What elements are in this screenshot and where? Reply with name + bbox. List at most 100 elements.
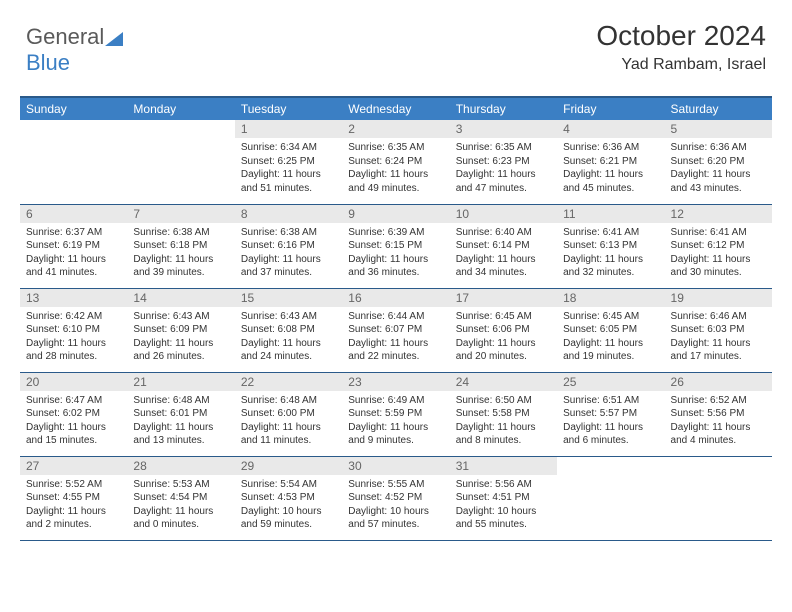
sunset-text: Sunset: 6:02 PM (26, 407, 121, 421)
day-body: Sunrise: 6:50 AMSunset: 5:58 PMDaylight:… (450, 391, 557, 451)
calendar-cell: 7Sunrise: 6:38 AMSunset: 6:18 PMDaylight… (127, 204, 234, 288)
daylight-text-2: and 6 minutes. (563, 434, 658, 448)
calendar-week-row: 1Sunrise: 6:34 AMSunset: 6:25 PMDaylight… (20, 120, 772, 204)
sunrise-text: Sunrise: 6:45 AM (456, 310, 551, 324)
daylight-text-2: and 9 minutes. (348, 434, 443, 448)
day-number: 18 (557, 289, 664, 307)
calendar-cell: 26Sunrise: 6:52 AMSunset: 5:56 PMDayligh… (665, 372, 772, 456)
sunset-text: Sunset: 6:12 PM (671, 239, 766, 253)
calendar-week-row: 6Sunrise: 6:37 AMSunset: 6:19 PMDaylight… (20, 204, 772, 288)
sunset-text: Sunset: 6:25 PM (241, 155, 336, 169)
daylight-text-1: Daylight: 11 hours (456, 253, 551, 267)
col-saturday: Saturday (665, 97, 772, 120)
calendar-cell: 28Sunrise: 5:53 AMSunset: 4:54 PMDayligh… (127, 456, 234, 540)
sunset-text: Sunset: 6:24 PM (348, 155, 443, 169)
day-body: Sunrise: 6:34 AMSunset: 6:25 PMDaylight:… (235, 138, 342, 198)
daylight-text-1: Daylight: 11 hours (133, 421, 228, 435)
day-number: 6 (20, 205, 127, 223)
daylight-text-2: and 55 minutes. (456, 518, 551, 532)
sunrise-text: Sunrise: 6:46 AM (671, 310, 766, 324)
brand-logo: General Blue (26, 24, 123, 76)
sunrise-text: Sunrise: 6:44 AM (348, 310, 443, 324)
daylight-text-2: and 43 minutes. (671, 182, 766, 196)
sunset-text: Sunset: 6:20 PM (671, 155, 766, 169)
daylight-text-2: and 59 minutes. (241, 518, 336, 532)
sunrise-text: Sunrise: 6:48 AM (133, 394, 228, 408)
daylight-text-2: and 36 minutes. (348, 266, 443, 280)
daylight-text-2: and 45 minutes. (563, 182, 658, 196)
daylight-text-2: and 2 minutes. (26, 518, 121, 532)
day-body: Sunrise: 6:36 AMSunset: 6:21 PMDaylight:… (557, 138, 664, 198)
day-number: 8 (235, 205, 342, 223)
sunrise-text: Sunrise: 6:36 AM (671, 141, 766, 155)
daylight-text-2: and 39 minutes. (133, 266, 228, 280)
sunset-text: Sunset: 6:16 PM (241, 239, 336, 253)
daylight-text-2: and 37 minutes. (241, 266, 336, 280)
sunrise-text: Sunrise: 6:49 AM (348, 394, 443, 408)
sunset-text: Sunset: 6:03 PM (671, 323, 766, 337)
day-number: 14 (127, 289, 234, 307)
day-number: 29 (235, 457, 342, 475)
day-body: Sunrise: 6:38 AMSunset: 6:16 PMDaylight:… (235, 223, 342, 283)
sunset-text: Sunset: 6:18 PM (133, 239, 228, 253)
col-tuesday: Tuesday (235, 97, 342, 120)
day-number: 28 (127, 457, 234, 475)
daylight-text-1: Daylight: 10 hours (241, 505, 336, 519)
daylight-text-1: Daylight: 11 hours (563, 253, 658, 267)
day-body: Sunrise: 6:41 AMSunset: 6:13 PMDaylight:… (557, 223, 664, 283)
sunrise-text: Sunrise: 5:54 AM (241, 478, 336, 492)
calendar-cell: 24Sunrise: 6:50 AMSunset: 5:58 PMDayligh… (450, 372, 557, 456)
daylight-text-1: Daylight: 11 hours (26, 253, 121, 267)
day-number: 22 (235, 373, 342, 391)
calendar-cell (20, 120, 127, 204)
daylight-text-1: Daylight: 11 hours (563, 337, 658, 351)
daylight-text-2: and 24 minutes. (241, 350, 336, 364)
calendar-cell: 29Sunrise: 5:54 AMSunset: 4:53 PMDayligh… (235, 456, 342, 540)
sunset-text: Sunset: 6:07 PM (348, 323, 443, 337)
sunrise-text: Sunrise: 6:38 AM (241, 226, 336, 240)
day-body: Sunrise: 6:41 AMSunset: 6:12 PMDaylight:… (665, 223, 772, 283)
day-header-row: Sunday Monday Tuesday Wednesday Thursday… (20, 97, 772, 120)
daylight-text-1: Daylight: 11 hours (456, 421, 551, 435)
calendar-cell: 13Sunrise: 6:42 AMSunset: 6:10 PMDayligh… (20, 288, 127, 372)
sunrise-text: Sunrise: 6:36 AM (563, 141, 658, 155)
sunrise-text: Sunrise: 6:48 AM (241, 394, 336, 408)
day-body: Sunrise: 6:47 AMSunset: 6:02 PMDaylight:… (20, 391, 127, 451)
sunset-text: Sunset: 5:57 PM (563, 407, 658, 421)
day-number: 27 (20, 457, 127, 475)
sunrise-text: Sunrise: 6:40 AM (456, 226, 551, 240)
daylight-text-2: and 26 minutes. (133, 350, 228, 364)
calendar-week-row: 13Sunrise: 6:42 AMSunset: 6:10 PMDayligh… (20, 288, 772, 372)
col-sunday: Sunday (20, 97, 127, 120)
daylight-text-1: Daylight: 11 hours (671, 337, 766, 351)
calendar-cell: 4Sunrise: 6:36 AMSunset: 6:21 PMDaylight… (557, 120, 664, 204)
sunset-text: Sunset: 6:08 PM (241, 323, 336, 337)
calendar-cell: 30Sunrise: 5:55 AMSunset: 4:52 PMDayligh… (342, 456, 449, 540)
sunrise-text: Sunrise: 6:34 AM (241, 141, 336, 155)
calendar-cell: 16Sunrise: 6:44 AMSunset: 6:07 PMDayligh… (342, 288, 449, 372)
calendar-cell (665, 456, 772, 540)
daylight-text-1: Daylight: 11 hours (563, 168, 658, 182)
sunset-text: Sunset: 5:58 PM (456, 407, 551, 421)
calendar-cell: 9Sunrise: 6:39 AMSunset: 6:15 PMDaylight… (342, 204, 449, 288)
sunset-text: Sunset: 6:01 PM (133, 407, 228, 421)
calendar-cell (127, 120, 234, 204)
day-body: Sunrise: 6:48 AMSunset: 6:00 PMDaylight:… (235, 391, 342, 451)
day-body: Sunrise: 6:48 AMSunset: 6:01 PMDaylight:… (127, 391, 234, 451)
sunset-text: Sunset: 6:23 PM (456, 155, 551, 169)
day-number: 3 (450, 120, 557, 138)
calendar-table: Sunday Monday Tuesday Wednesday Thursday… (20, 96, 772, 541)
sunset-text: Sunset: 6:09 PM (133, 323, 228, 337)
sunset-text: Sunset: 6:13 PM (563, 239, 658, 253)
calendar-cell: 22Sunrise: 6:48 AMSunset: 6:00 PMDayligh… (235, 372, 342, 456)
calendar-cell: 14Sunrise: 6:43 AMSunset: 6:09 PMDayligh… (127, 288, 234, 372)
day-number: 20 (20, 373, 127, 391)
col-thursday: Thursday (450, 97, 557, 120)
sunrise-text: Sunrise: 5:56 AM (456, 478, 551, 492)
day-body: Sunrise: 6:43 AMSunset: 6:08 PMDaylight:… (235, 307, 342, 367)
col-monday: Monday (127, 97, 234, 120)
daylight-text-2: and 49 minutes. (348, 182, 443, 196)
day-number: 7 (127, 205, 234, 223)
sunrise-text: Sunrise: 6:45 AM (563, 310, 658, 324)
daylight-text-1: Daylight: 11 hours (26, 505, 121, 519)
